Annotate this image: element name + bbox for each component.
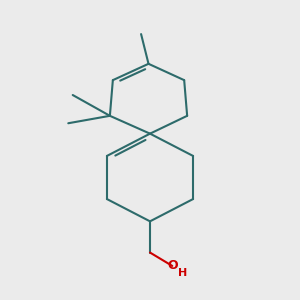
Text: H: H: [178, 268, 187, 278]
Text: O: O: [167, 260, 178, 272]
